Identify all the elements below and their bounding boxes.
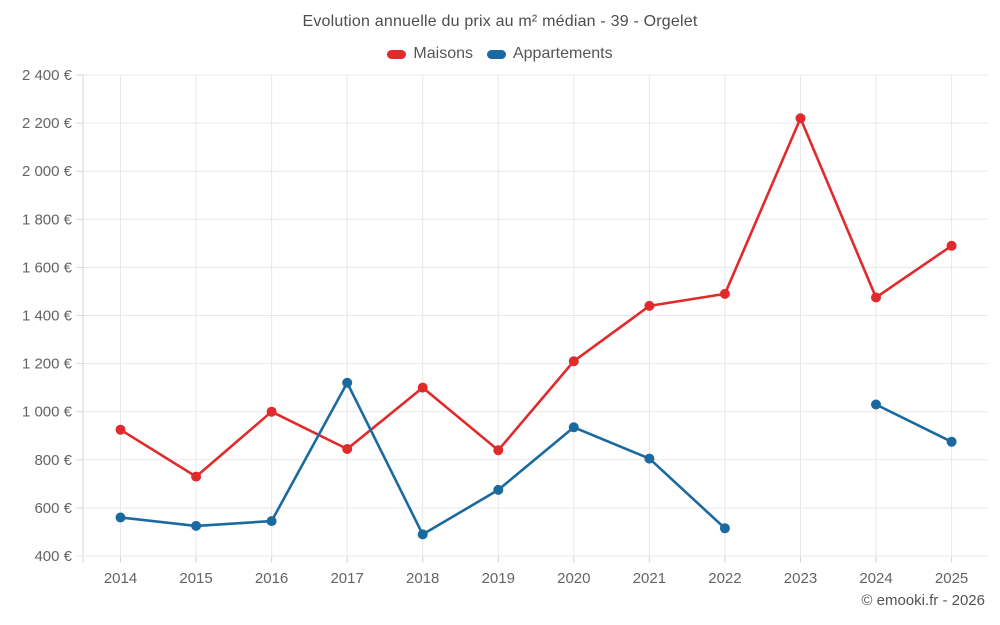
legend-label-appartements: Appartements [512,45,613,62]
y-axis-label: 1 600 € [22,259,73,276]
data-point-maisons-2020[interactable] [568,356,579,367]
data-point-maisons-2022[interactable] [719,288,730,299]
data-point-maisons-2015[interactable] [191,471,202,482]
y-axis-label: 1 000 € [22,404,73,421]
y-axis-label: 2 000 € [22,163,73,180]
legend-swatch-appartements-icon [486,49,506,59]
data-point-maisons-2021[interactable] [644,300,655,311]
data-point-maisons-2025[interactable] [946,240,957,251]
y-axis-label: 600 € [34,500,72,517]
data-point-appartements-2015[interactable] [191,520,202,531]
x-axis-label: 2024 [859,570,892,587]
data-point-maisons-2018[interactable] [417,382,428,393]
data-point-maisons-2016[interactable] [266,406,277,417]
data-point-appartements-2020[interactable] [568,422,579,433]
legend-label-maisons: Maisons [413,45,473,62]
series-line-maisons [119,117,953,478]
x-axis-label: 2021 [633,570,666,587]
y-axis-label: 400 € [34,548,72,565]
data-point-maisons-2019[interactable] [493,445,504,456]
data-point-appartements-2016[interactable] [266,516,277,527]
series-line-appartements [874,403,953,444]
x-axis-label: 2014 [104,570,137,587]
legend-item-maisons[interactable]: Maisons [387,45,473,63]
data-point-maisons-2023[interactable] [795,113,806,124]
legend-item-appartements[interactable]: Appartements [486,45,613,63]
x-axis-label: 2015 [179,570,212,587]
x-axis-label: 2022 [708,570,741,587]
data-point-appartements-2014[interactable] [115,512,126,523]
y-axis-label: 1 400 € [22,308,73,325]
legend-swatch-maisons-icon [387,49,407,59]
chart-legend: Maisons Appartements [0,45,1000,63]
data-point-appartements-2017[interactable] [342,377,353,388]
x-axis-label: 2018 [406,570,439,587]
y-axis-label: 1 200 € [22,356,73,373]
data-point-maisons-2014[interactable] [115,424,126,435]
x-axis-label: 2020 [557,570,590,587]
y-axis-label: 1 800 € [22,211,73,228]
data-point-appartements-2019[interactable] [493,484,504,495]
y-axis-label: 800 € [34,452,72,469]
data-point-appartements-2018[interactable] [417,529,428,540]
y-axis-label: 2 400 € [22,67,73,84]
x-axis-label: 2025 [935,570,968,587]
data-point-maisons-2024[interactable] [871,292,881,303]
data-point-maisons-2017[interactable] [342,444,353,454]
x-axis-label: 2019 [482,570,515,587]
data-point-appartements-2025[interactable] [946,436,957,447]
data-point-appartements-2021[interactable] [644,453,655,464]
x-axis-label: 2023 [784,570,817,587]
y-axis-label: 2 200 € [22,115,73,132]
data-point-appartements-2022[interactable] [719,523,730,534]
footer-credit: © emooki.fr - 2026 [861,592,985,609]
data-point-appartements-2024[interactable] [871,399,881,410]
chart-title: Evolution annuelle du prix au m² médian … [302,13,698,30]
x-axis-label: 2016 [255,570,288,587]
x-axis-label: 2017 [330,570,363,587]
